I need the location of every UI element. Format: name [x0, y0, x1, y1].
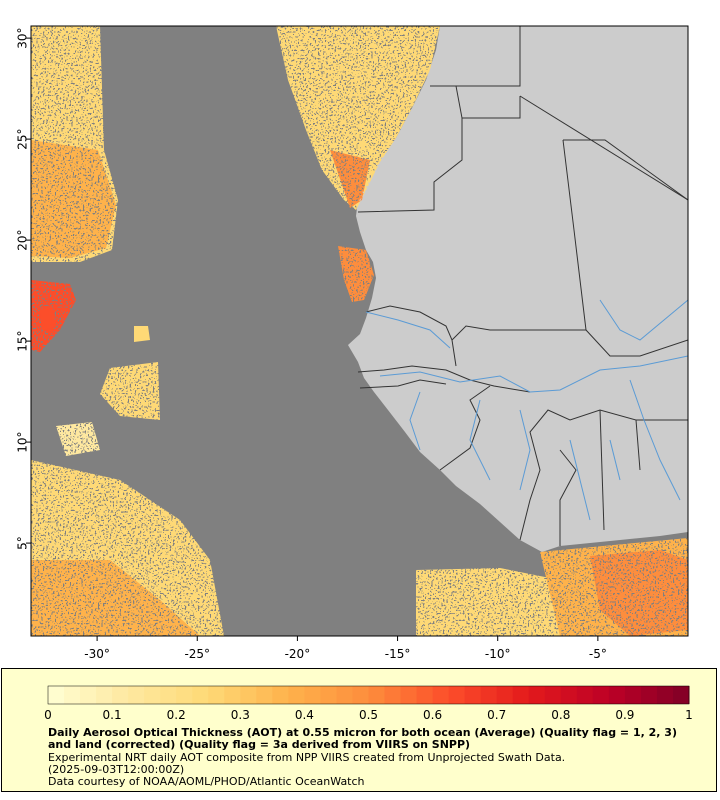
x-tick-label: -10°: [485, 647, 511, 661]
y-tick-label: 30°: [16, 27, 30, 48]
country-borders: [357, 26, 688, 546]
colorbar-cell: [592, 686, 610, 704]
colorbar-cell: [224, 686, 241, 704]
colorbar-cell: [80, 686, 97, 704]
colorbar-tick-label: 0: [44, 708, 52, 722]
y-tick-label: 20°: [16, 229, 30, 250]
colorbar-tick-label: 0.2: [167, 708, 186, 722]
colorbar-cell: [128, 686, 145, 704]
x-tick-label: -30°: [84, 647, 110, 661]
colorbar-cell: [48, 686, 65, 704]
colorbar-tick-label: 0.3: [231, 708, 250, 722]
colorbar-cell: [560, 686, 578, 704]
colorbar-cell: [240, 686, 257, 704]
colorbar-tick-label: 0.6: [423, 708, 442, 722]
colorbar-cell: [464, 686, 482, 704]
colorbar-cell: [144, 686, 161, 704]
colorbar-tick-label: 0.8: [551, 708, 570, 722]
y-tick-label: 5°: [16, 536, 30, 550]
colorbar-cell: [208, 686, 225, 704]
legend-panel: 0 0.1 0.2 0.3 0.4 0.5 0.6 0.7 0.8 0.9 1 Daily Aero…: [1, 668, 717, 792]
colorbar-tick-label: 0.5: [359, 708, 378, 722]
x-tick-label: -25°: [184, 647, 210, 661]
colorbar-cell: [528, 686, 546, 704]
legend-description-line: Experimental NRT daily AOT composite fro…: [48, 751, 566, 764]
colorbar-cell: [496, 686, 514, 704]
colorbar-cell: [176, 686, 193, 704]
colorbar-cell: [256, 686, 273, 704]
plot-frame: [30, 25, 689, 637]
colorbar-tick-label: 0.4: [295, 708, 314, 722]
colorbar-cell: [192, 686, 209, 704]
colorbar-cell: [640, 686, 658, 704]
colorbar-cell: [64, 686, 81, 704]
x-tick-label: -5°: [589, 647, 607, 661]
colorbar-cell: [96, 686, 113, 704]
y-tick-label: 10°: [16, 431, 30, 452]
legend-title: Daily Aerosol Optical Thickness (AOT) at…: [48, 726, 677, 751]
colorbar: 0 0.1 0.2 0.3 0.4 0.5 0.6 0.7 0.8 0.9 1: [44, 685, 693, 722]
y-axis: 30° 25° 20° 15° 10° 5°: [16, 27, 31, 550]
colorbar-cell: [272, 686, 289, 704]
x-tick-label: -20°: [285, 647, 311, 661]
colorbar-cell: [400, 686, 418, 704]
legend-description: Experimental NRT daily AOT composite fro…: [48, 752, 688, 788]
colorbar-cell: [304, 686, 321, 704]
colorbar-tick-label: 0.1: [103, 708, 122, 722]
colorbar-cell: [608, 686, 626, 704]
colorbar-cell: [448, 686, 466, 704]
colorbar-cell: [320, 686, 337, 704]
colorbar-cell: [544, 686, 562, 704]
colorbar-cell: [112, 686, 129, 704]
colorbar-cell: [160, 686, 177, 704]
colorbar-cell: [480, 686, 498, 704]
x-axis: -30° -25° -20° -15° -10° -5°: [84, 636, 607, 661]
colorbar-cell: [576, 686, 594, 704]
colorbar-cell: [416, 686, 434, 704]
colorbar-cell: [384, 686, 402, 704]
colorbar-cell: [624, 686, 642, 704]
colorbar-cell: [432, 686, 450, 704]
africa-land: [348, 26, 688, 552]
legend-description-line: (2025-09-03T12:00:00Z): [48, 763, 185, 776]
colorbar-cell: [352, 686, 369, 704]
aot-map: -30° -25° -20° -15° -10° -5° 30° 25° 20° 15° 10° 5…: [16, 25, 689, 661]
colorbar-cell: [336, 686, 353, 704]
colorbar-cell: [656, 686, 674, 704]
colorbar-cell: [672, 686, 690, 704]
colorbar-tick-label: 1: [685, 708, 693, 722]
x-tick-label: -15°: [385, 647, 411, 661]
colorbar-tick-label: 0.9: [615, 708, 634, 722]
colorbar-cell: [368, 686, 386, 704]
y-tick-label: 15°: [16, 330, 30, 351]
rivers: [365, 299, 688, 521]
colorbar-tick-label: 0.7: [487, 708, 506, 722]
legend-description-line: Data courtesy of NOAA/AOML/PHOD/Atlantic…: [48, 775, 365, 788]
colorbar-cell: [512, 686, 530, 704]
y-tick-label: 25°: [16, 128, 30, 149]
aot-retrievals: [31, 26, 688, 636]
colorbar-cell: [288, 686, 305, 704]
